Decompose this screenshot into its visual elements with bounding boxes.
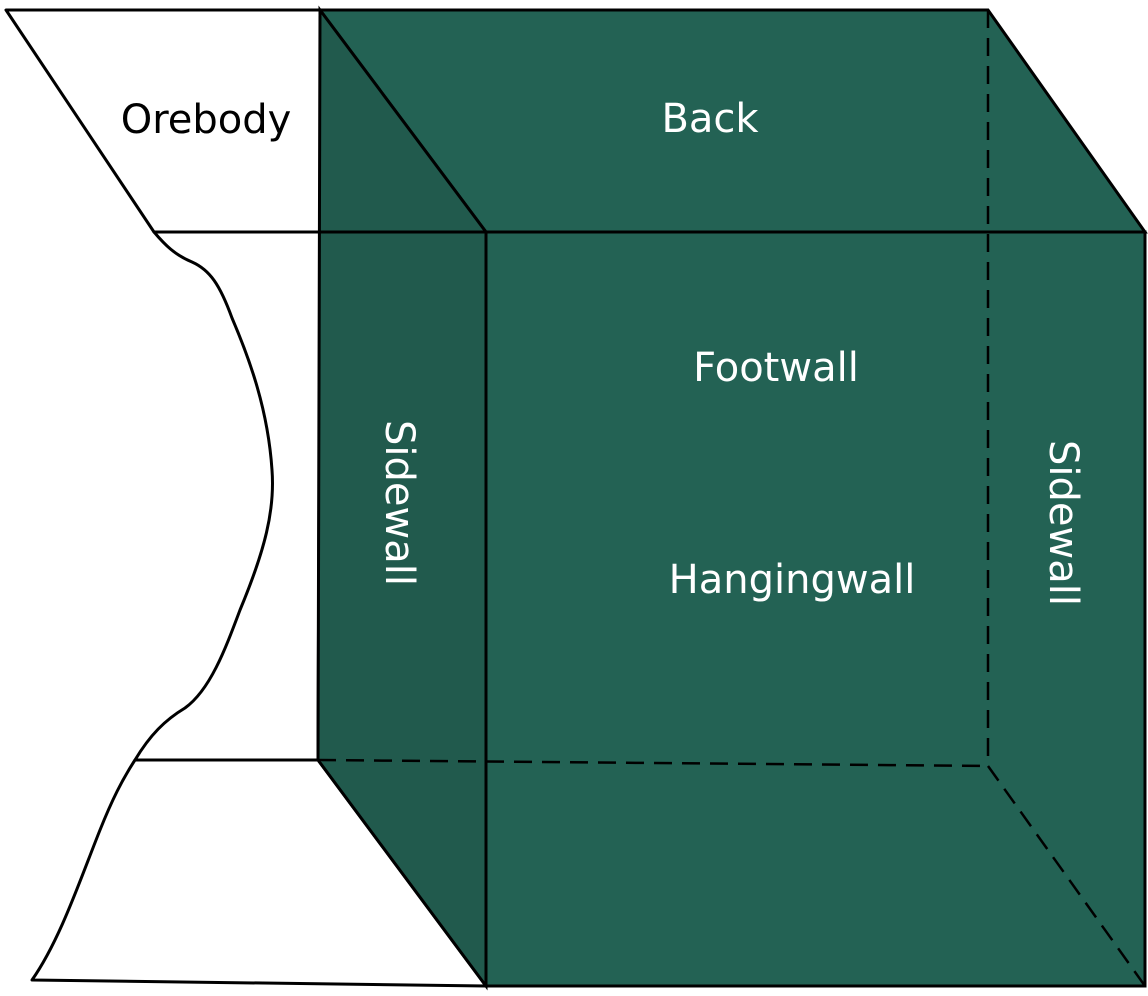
left-sidewall-label: Sidewall xyxy=(376,420,422,586)
hangingwall-label: Hangingwall xyxy=(669,557,916,603)
footwall-label: Footwall xyxy=(693,345,859,391)
hidden-edge-diagonal xyxy=(986,765,1147,987)
level-lines xyxy=(135,230,1145,762)
right-sidewall-label: Sidewall xyxy=(1040,440,1086,606)
orebody-shape xyxy=(4,8,488,988)
orebody-lower-part xyxy=(30,758,488,988)
orebody-label: Orebody xyxy=(121,97,292,143)
back-label: Back xyxy=(661,96,759,142)
orebody-middle-part xyxy=(133,230,322,762)
hidden-edges xyxy=(317,10,1147,987)
front-face xyxy=(484,230,1147,988)
stope-block xyxy=(316,5,1148,991)
